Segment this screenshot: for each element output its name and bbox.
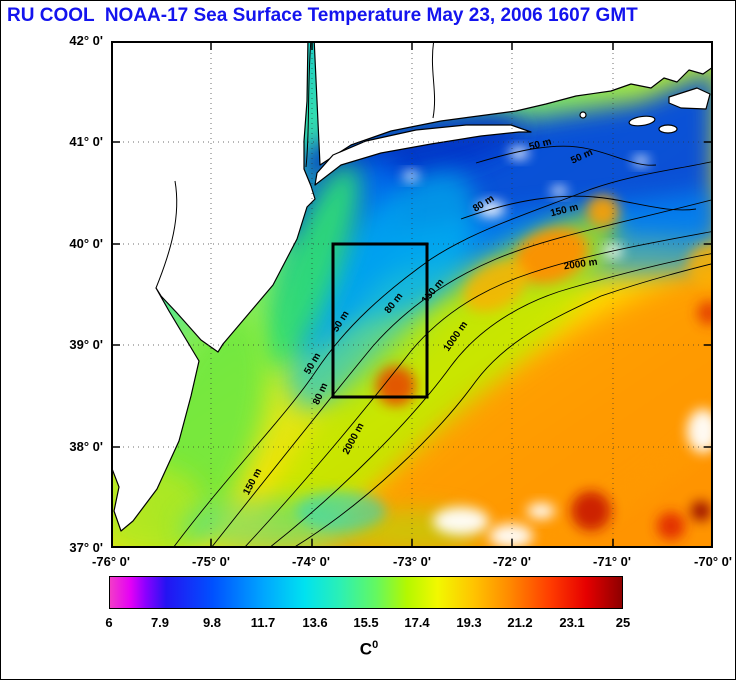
colorbar-gradient bbox=[109, 576, 623, 609]
x-axis-label: -73° 0' bbox=[393, 554, 431, 569]
depth-contours bbox=[173, 145, 712, 547]
colorbar-tick: 19.3 bbox=[456, 615, 482, 630]
unit-sup: 0 bbox=[372, 639, 379, 651]
x-axis-label: -74° 0' bbox=[292, 554, 330, 569]
island-marthas-vineyard bbox=[628, 115, 656, 127]
y-axis-label: 37° 0' bbox=[69, 540, 103, 555]
y-axis-label: 42° 0' bbox=[69, 33, 103, 48]
depth-contour-1000m bbox=[269, 253, 712, 547]
y-axis-label: 38° 0' bbox=[69, 439, 103, 454]
x-axis-label: -76° 0' bbox=[92, 554, 130, 569]
axis-ticks bbox=[113, 43, 711, 546]
coastline-land bbox=[112, 42, 712, 532]
depth-contour-150m bbox=[244, 231, 712, 547]
colorbar-tick: 23.1 bbox=[559, 615, 585, 630]
rivers bbox=[155, 42, 436, 289]
figure-title: RU COOL NOAA-17 Sea Surface Temperature … bbox=[7, 5, 638, 26]
sst-map: 50 m 50 m 50 m 50 m 80 m 80 m 80 m 150 m… bbox=[111, 41, 713, 548]
depth-contour-2000m bbox=[293, 263, 712, 547]
x-axis-label: -75° 0' bbox=[192, 554, 230, 569]
x-axis-label: -70° 0' bbox=[694, 554, 732, 569]
colorbar-tick: 11.7 bbox=[250, 615, 276, 630]
land-new-jersey-delmarva bbox=[112, 42, 316, 532]
colorbar-tick: 13.6 bbox=[302, 615, 328, 630]
depth-contour-80m-loop bbox=[460, 195, 697, 220]
plot-frame bbox=[111, 41, 713, 548]
depth-contour-80m bbox=[211, 199, 712, 547]
unit-base: C bbox=[359, 639, 373, 659]
colorbar-tick: 6 bbox=[105, 615, 113, 630]
island-nantucket bbox=[658, 124, 678, 134]
depth-contour-50m-loop bbox=[475, 145, 657, 166]
x-axis-label: -72° 0' bbox=[493, 554, 531, 569]
colorbar-tick: 17.4 bbox=[404, 615, 430, 630]
colorbar-tick: 7.9 bbox=[150, 615, 170, 630]
colorbar-tick: 9.8 bbox=[202, 615, 222, 630]
y-axis-label: 40° 0' bbox=[69, 236, 103, 251]
y-axis-label: 39° 0' bbox=[69, 337, 103, 352]
colorbar-unit-label: C0 bbox=[331, 639, 407, 660]
land-long-island bbox=[314, 124, 532, 186]
x-axis-label: -71° 0' bbox=[593, 554, 631, 569]
island-block bbox=[579, 111, 587, 119]
land-cape-cod bbox=[668, 87, 711, 110]
cloud-mask-patches bbox=[403, 94, 712, 547]
map-plot: 50 m 50 m 50 m 50 m 80 m 80 m 80 m 150 m… bbox=[111, 41, 713, 548]
colorbar-tick: 21.2 bbox=[507, 615, 533, 630]
colorbar-tick: 25 bbox=[615, 615, 631, 630]
study-region-box bbox=[331, 242, 429, 399]
land-new-england bbox=[313, 42, 712, 166]
colorbar-tick: 15.5 bbox=[353, 615, 379, 630]
y-axis-label: 41° 0' bbox=[69, 134, 103, 149]
contour-label: 2000 m bbox=[563, 257, 598, 273]
